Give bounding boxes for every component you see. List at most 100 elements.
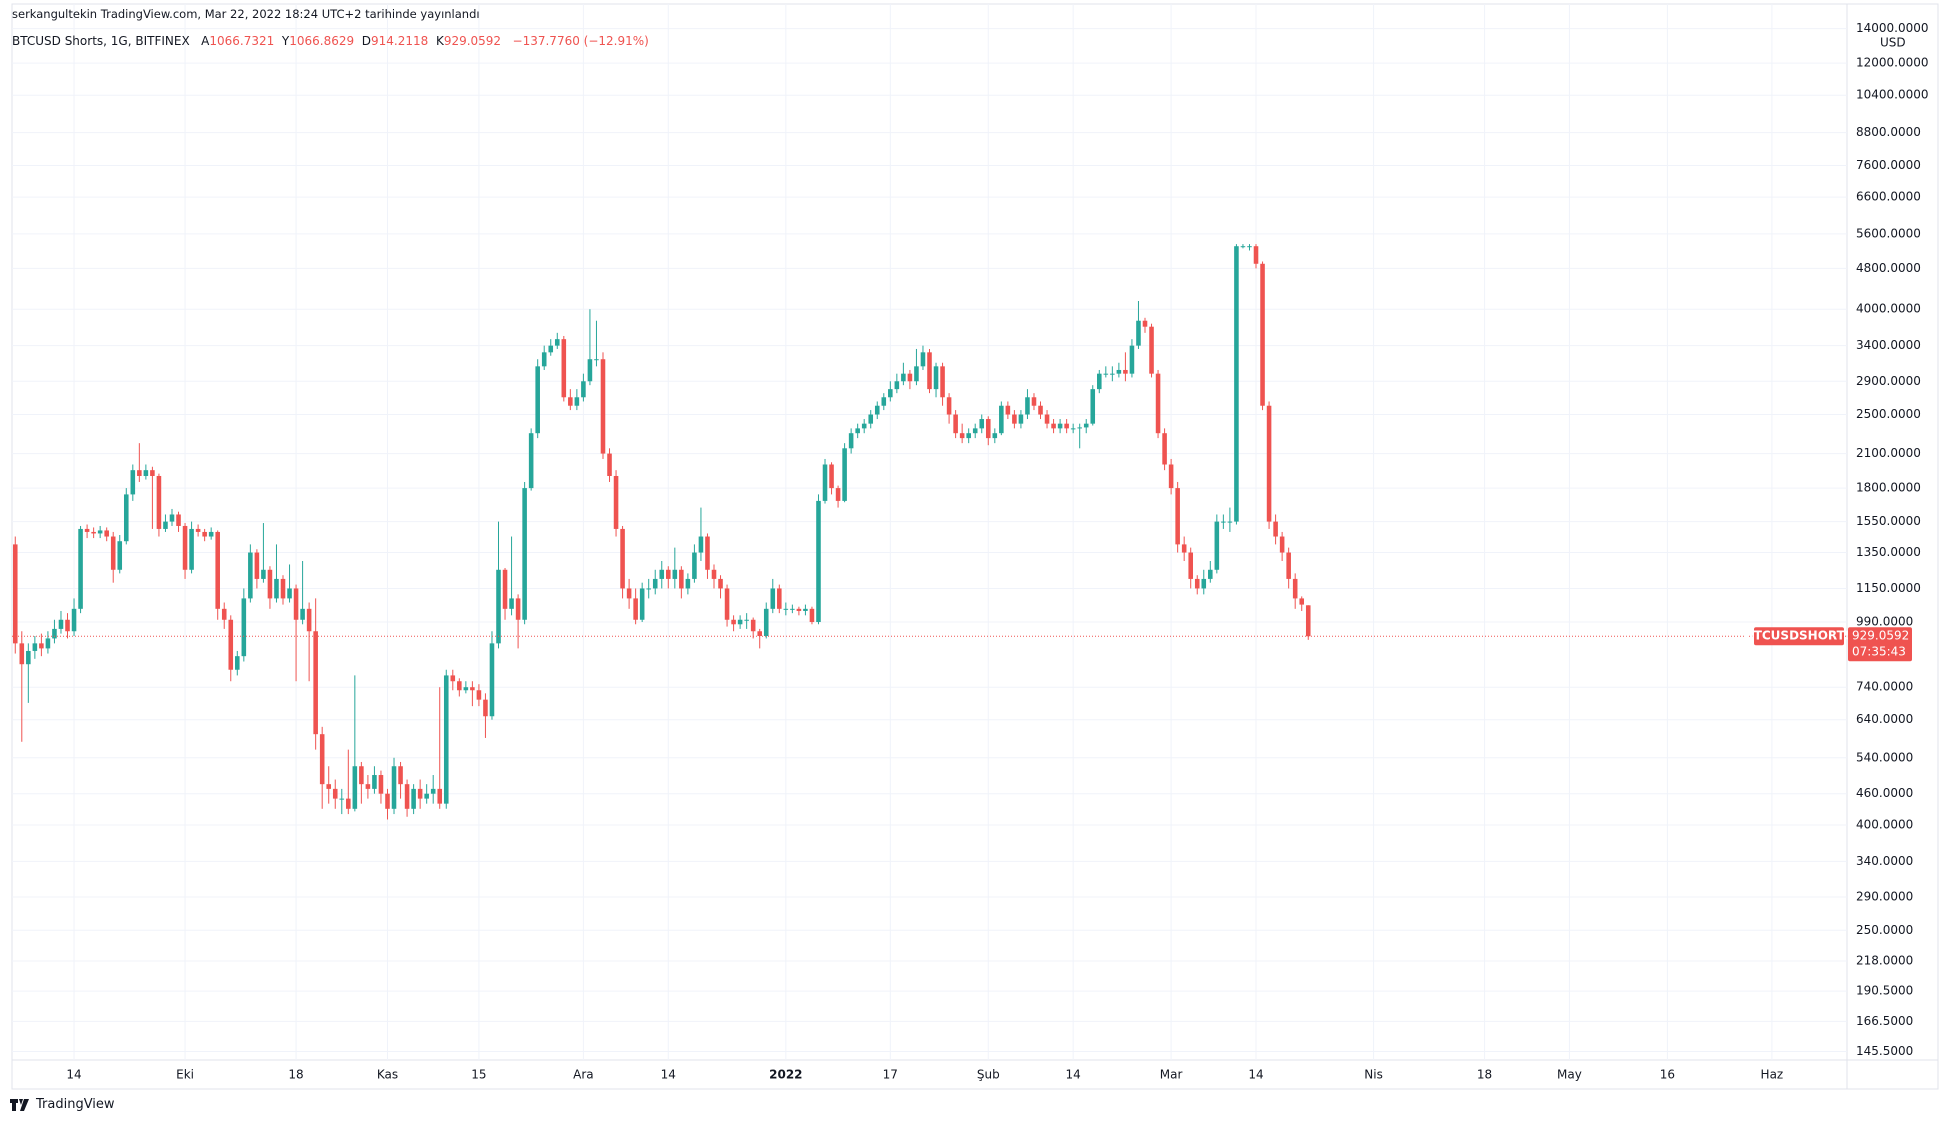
candle-body <box>208 531 214 537</box>
candle-body <box>816 500 821 623</box>
candle-body <box>600 359 606 454</box>
candle-body <box>985 419 991 439</box>
y-tick-label: 640.0000 <box>1856 712 1913 726</box>
ohlc-value: 929.0592 <box>443 34 502 48</box>
candle-body <box>666 569 671 579</box>
symbol-label: BTCUSDSHORTS <box>1745 629 1854 643</box>
candle-body <box>568 397 573 406</box>
candle-body <box>1077 427 1082 429</box>
candle-body <box>1116 369 1122 374</box>
candle-body <box>639 588 645 620</box>
candle-body <box>1090 389 1096 424</box>
x-tick-label: 14 <box>1248 1068 1263 1082</box>
candle-body <box>378 775 384 794</box>
ohlc-label: D <box>361 34 372 48</box>
candle-body <box>332 788 338 799</box>
y-tick-label: 4000.0000 <box>1856 302 1921 316</box>
candle-body <box>215 531 220 609</box>
candle-body <box>346 798 351 809</box>
candle-body <box>91 531 96 534</box>
candle-body <box>1227 521 1233 523</box>
candle-body <box>476 690 482 700</box>
x-tick-label: Eki <box>176 1068 194 1082</box>
candle-body <box>548 345 554 353</box>
ohlc-value: 1066.8629 <box>289 34 355 48</box>
candle-body <box>450 675 456 682</box>
currency-bg <box>1874 36 1910 50</box>
candle-body <box>12 544 18 644</box>
published-line: serkangultekin TradingView.com, Mar 22, … <box>12 7 480 21</box>
candle-body <box>1286 552 1291 579</box>
candle-body <box>365 784 371 789</box>
candle-body <box>744 619 749 621</box>
candle-body <box>58 619 64 629</box>
candle-body <box>84 528 90 532</box>
candle-body <box>1208 569 1213 579</box>
candle-body <box>1266 405 1272 522</box>
candle-body <box>489 643 495 717</box>
candle-body <box>104 530 109 537</box>
candle-body <box>1247 246 1252 248</box>
footer: TradingView <box>10 1097 115 1112</box>
y-tick-label: 2500.0000 <box>1856 407 1921 421</box>
x-tick-label: May <box>1557 1068 1582 1082</box>
candle-body <box>868 414 874 424</box>
candle-body <box>195 528 201 532</box>
candle-body <box>750 619 756 632</box>
candle-body <box>809 608 815 623</box>
candle-body <box>430 788 436 794</box>
y-tick-label: 340.0000 <box>1856 854 1913 868</box>
candle-body <box>169 514 175 522</box>
candle-body <box>470 687 475 691</box>
x-tick-label: 18 <box>1477 1068 1492 1082</box>
candle-body <box>39 643 44 649</box>
candle-body <box>999 405 1004 434</box>
candle-body <box>411 788 416 809</box>
candle-body <box>502 569 508 609</box>
candle-body <box>496 569 501 644</box>
candle-body <box>515 598 521 620</box>
candle-body <box>1175 488 1180 545</box>
candle-body <box>587 359 593 382</box>
ohlc-value: 1066.7321 <box>209 34 275 48</box>
candle-body <box>163 521 168 529</box>
candle-body <box>424 793 429 799</box>
candle-body <box>189 528 194 570</box>
candle-body <box>26 650 31 665</box>
y-tick-label: 166.5000 <box>1856 1014 1913 1028</box>
candle-body <box>1097 373 1102 390</box>
candle-body <box>888 389 893 398</box>
y-tick-label: 1150.0000 <box>1856 581 1921 595</box>
candle-body <box>391 766 397 809</box>
candle-body <box>705 536 710 570</box>
x-tick-label: 16 <box>1660 1068 1675 1082</box>
candle-body <box>71 608 77 632</box>
candle-body <box>1253 246 1259 264</box>
candle-body <box>855 428 860 434</box>
candle-body <box>143 470 149 476</box>
candle-body <box>1005 405 1011 415</box>
countdown-label: 07:35:43 <box>1852 645 1906 659</box>
x-tick-label: Ara <box>573 1068 594 1082</box>
candle-body <box>1292 578 1298 599</box>
x-tick-label: Şub <box>977 1068 1000 1082</box>
candle-body <box>1188 552 1193 579</box>
x-tick-label: Kas <box>377 1068 398 1082</box>
candle-body <box>927 352 932 390</box>
candle-body <box>404 784 410 809</box>
y-tick-label: 740.0000 <box>1856 680 1913 694</box>
y-tick-label: 10400.0000 <box>1856 88 1929 102</box>
candle-body <box>52 628 57 639</box>
candle-body <box>763 608 769 637</box>
candle-body <box>274 578 279 599</box>
y-tick-label: 3400.0000 <box>1856 338 1921 352</box>
candle-body <box>652 578 658 589</box>
candle-body <box>561 339 567 398</box>
candle-body <box>1064 423 1069 429</box>
candle-body <box>901 373 906 382</box>
candle-body <box>443 675 449 804</box>
y-tick-label: 1550.0000 <box>1856 514 1921 528</box>
y-tick-label: 218.0000 <box>1856 953 1913 967</box>
